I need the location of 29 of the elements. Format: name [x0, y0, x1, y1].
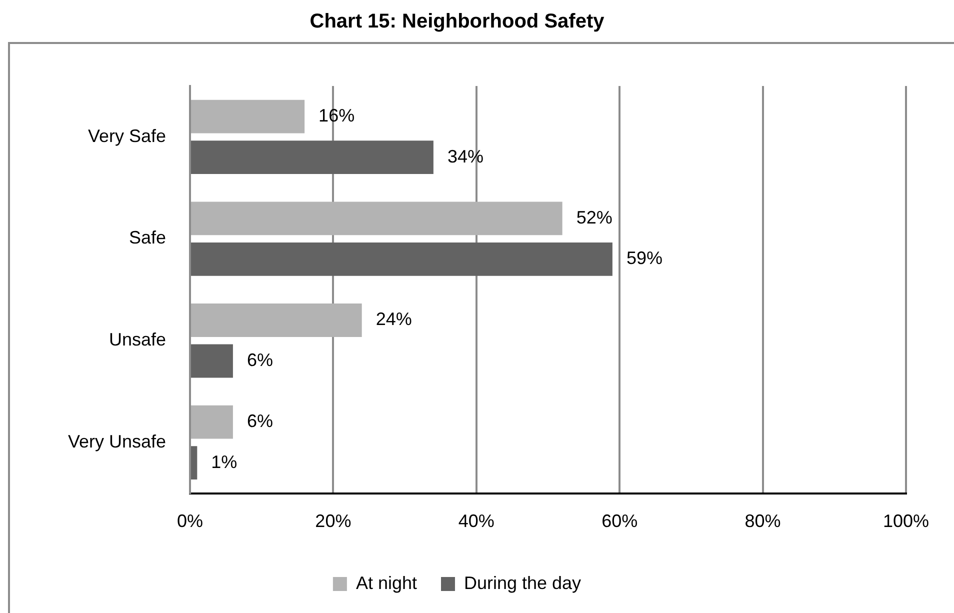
- y-tick-label: Very Unsafe: [68, 431, 166, 452]
- bar: [191, 304, 362, 337]
- x-tick-label: 0%: [176, 511, 204, 532]
- y-tick-label: Unsafe: [108, 330, 166, 350]
- x-tick-label: 20%: [315, 511, 352, 532]
- data-label: 1%: [211, 452, 238, 472]
- data-label: 34%: [447, 146, 484, 166]
- y-tick-label: Safe: [128, 228, 166, 248]
- x-tick-label: 80%: [744, 511, 781, 532]
- legend-label: At night: [356, 572, 417, 593]
- bar: [191, 242, 612, 276]
- bar: [191, 100, 305, 134]
- data-label: 24%: [376, 309, 412, 330]
- y-tick-label: Very Safe: [88, 126, 166, 146]
- bar: [191, 405, 233, 439]
- data-label: 6%: [246, 411, 273, 432]
- chart-title: Chart 15: Neighborhood Safety: [310, 10, 606, 33]
- x-tick-label: 100%: [882, 511, 930, 532]
- bar: [191, 140, 434, 174]
- x-tick-label: 60%: [602, 511, 638, 532]
- data-label: 6%: [246, 350, 273, 370]
- bar: [191, 344, 233, 378]
- data-label: 16%: [318, 106, 355, 126]
- legend-label: During the day: [464, 572, 582, 593]
- x-tick-label: 40%: [458, 511, 494, 532]
- data-label: 59%: [626, 248, 662, 268]
- bar: [191, 202, 562, 236]
- data-label: 52%: [576, 207, 612, 228]
- bar: [191, 446, 198, 480]
